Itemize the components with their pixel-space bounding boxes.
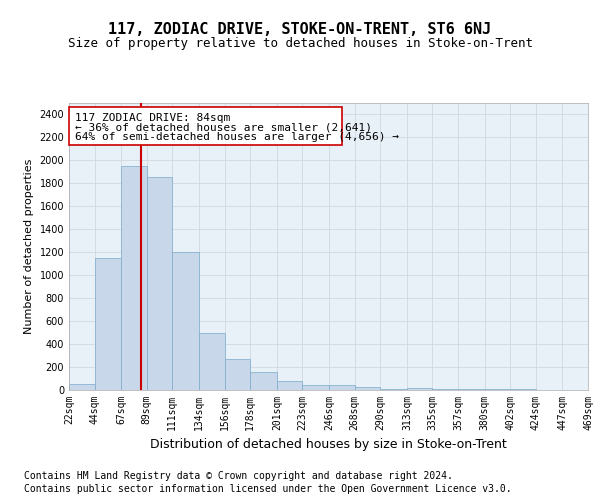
Bar xyxy=(172,252,199,390)
Bar xyxy=(121,166,147,390)
Text: Contains public sector information licensed under the Open Government Licence v3: Contains public sector information licen… xyxy=(24,484,512,494)
Bar xyxy=(355,386,380,390)
Text: Contains HM Land Registry data © Crown copyright and database right 2024.: Contains HM Land Registry data © Crown c… xyxy=(24,471,453,481)
Bar xyxy=(95,258,121,390)
Bar xyxy=(380,389,407,390)
Bar xyxy=(69,384,95,390)
Bar xyxy=(302,386,329,390)
Text: 64% of semi-detached houses are larger (4,656) →: 64% of semi-detached houses are larger (… xyxy=(75,132,399,142)
X-axis label: Distribution of detached houses by size in Stoke-on-Trent: Distribution of detached houses by size … xyxy=(150,438,507,452)
Y-axis label: Number of detached properties: Number of detached properties xyxy=(24,158,34,334)
Text: Size of property relative to detached houses in Stoke-on-Trent: Size of property relative to detached ho… xyxy=(67,38,533,51)
Bar xyxy=(199,332,224,390)
Bar xyxy=(277,382,302,390)
Text: 117, ZODIAC DRIVE, STOKE-ON-TRENT, ST6 6NJ: 117, ZODIAC DRIVE, STOKE-ON-TRENT, ST6 6… xyxy=(109,22,491,38)
Bar xyxy=(433,389,458,390)
Text: ← 36% of detached houses are smaller (2,641): ← 36% of detached houses are smaller (2,… xyxy=(75,122,372,132)
Bar xyxy=(329,386,355,390)
FancyBboxPatch shape xyxy=(69,107,342,145)
Bar xyxy=(407,388,433,390)
Text: 117 ZODIAC DRIVE: 84sqm: 117 ZODIAC DRIVE: 84sqm xyxy=(75,113,230,123)
Bar xyxy=(224,359,250,390)
Bar xyxy=(250,372,277,390)
Bar xyxy=(147,178,172,390)
